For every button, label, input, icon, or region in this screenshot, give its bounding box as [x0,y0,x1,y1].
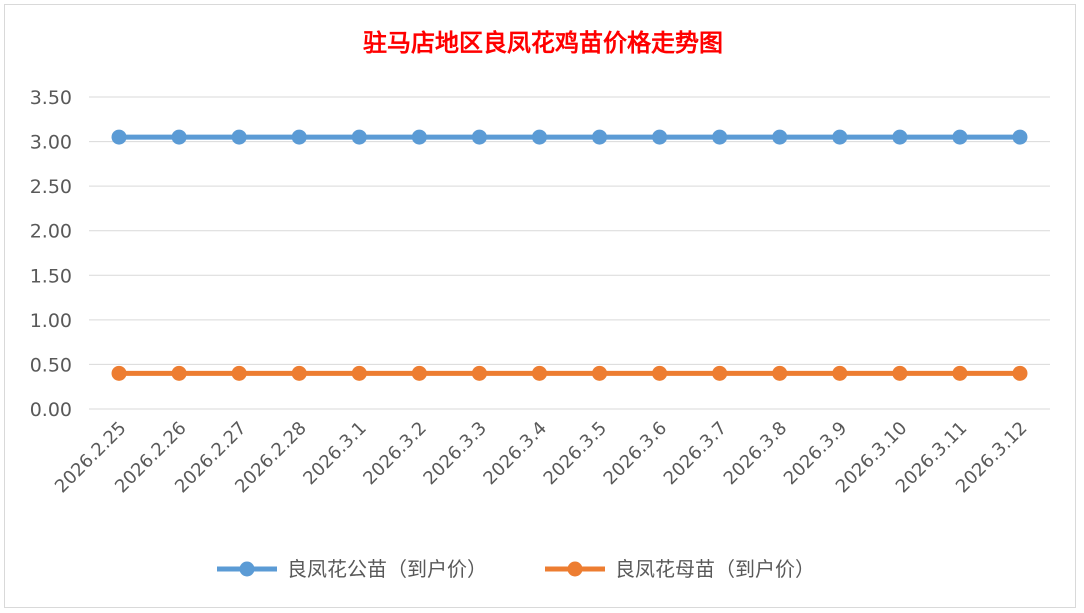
data-point [291,129,307,145]
data-point [531,365,547,381]
data-point [1012,365,1028,381]
data-point [111,129,127,145]
data-point [411,365,427,381]
x-tick-label: 2026.3.8 [720,418,792,490]
legend: 良凤花公苗（到户价） 良凤花母苗（到户价） [217,557,815,581]
data-point [411,129,427,145]
data-point [952,365,968,381]
x-tick-label: 2026.3.5 [540,418,612,490]
data-point [832,365,848,381]
series-2 [111,365,1028,381]
data-point [832,129,848,145]
legend-label: 良凤花母苗（到户价） [615,557,815,581]
legend-marker [567,561,583,577]
y-tick-label: 3.50 [30,87,72,109]
data-point [291,365,307,381]
data-point [592,365,608,381]
line-chart: 驻马店地区良凤花鸡苗价格走势图 0.00 0.50 1.00 1.50 2.00 2.50… [30,28,1050,581]
data-point [231,129,247,145]
x-tick-label: 2026.3.6 [600,418,672,490]
data-point [892,129,908,145]
x-axis-ticks: 2026.2.252026.2.262026.2.272026.2.282026… [51,418,1032,498]
data-point [772,365,788,381]
legend-marker [239,561,255,577]
x-tick-label: 2026.3.3 [419,418,491,490]
data-point [531,129,547,145]
series-layer [111,129,1028,381]
series-1 [111,129,1028,145]
legend-label: 良凤花公苗（到户价） [287,557,487,581]
y-axis-ticks: 0.00 0.50 1.00 1.50 2.00 2.50 3.00 3.50 [30,87,72,421]
x-tick-label: 2026.3.7 [660,418,732,490]
data-point [171,365,187,381]
data-point [111,365,127,381]
data-point [952,129,968,145]
data-point [712,129,728,145]
data-point [712,365,728,381]
data-point [1012,129,1028,145]
data-point [231,365,247,381]
y-tick-label: 0.50 [30,354,72,376]
y-tick-label: 2.50 [30,176,72,198]
legend-item: 良凤花母苗（到户价） [545,557,815,581]
y-tick-label: 2.00 [30,221,72,243]
data-point [592,129,608,145]
x-tick-label: 2026.3.2 [359,418,431,490]
data-point [652,365,668,381]
data-point [471,129,487,145]
y-tick-label: 1.50 [30,265,72,287]
chart-title: 驻马店地区良凤花鸡苗价格走势图 [363,28,723,57]
data-point [471,365,487,381]
chart-area: 驻马店地区良凤花鸡苗价格走势图 0.00 0.50 1.00 1.50 2.00 2.50… [4,4,1076,608]
data-point [351,129,367,145]
y-tick-label: 0.00 [30,399,72,421]
x-tick-label: 2026.3.4 [479,418,551,490]
grid-lines [89,96,1050,410]
data-point [351,365,367,381]
y-tick-label: 3.00 [30,132,72,154]
data-point [652,129,668,145]
data-point [772,129,788,145]
y-tick-label: 1.00 [30,310,72,332]
data-point [892,365,908,381]
legend-item: 良凤花公苗（到户价） [217,557,487,581]
data-point [171,129,187,145]
x-tick-label: 2026.3.1 [299,418,371,490]
